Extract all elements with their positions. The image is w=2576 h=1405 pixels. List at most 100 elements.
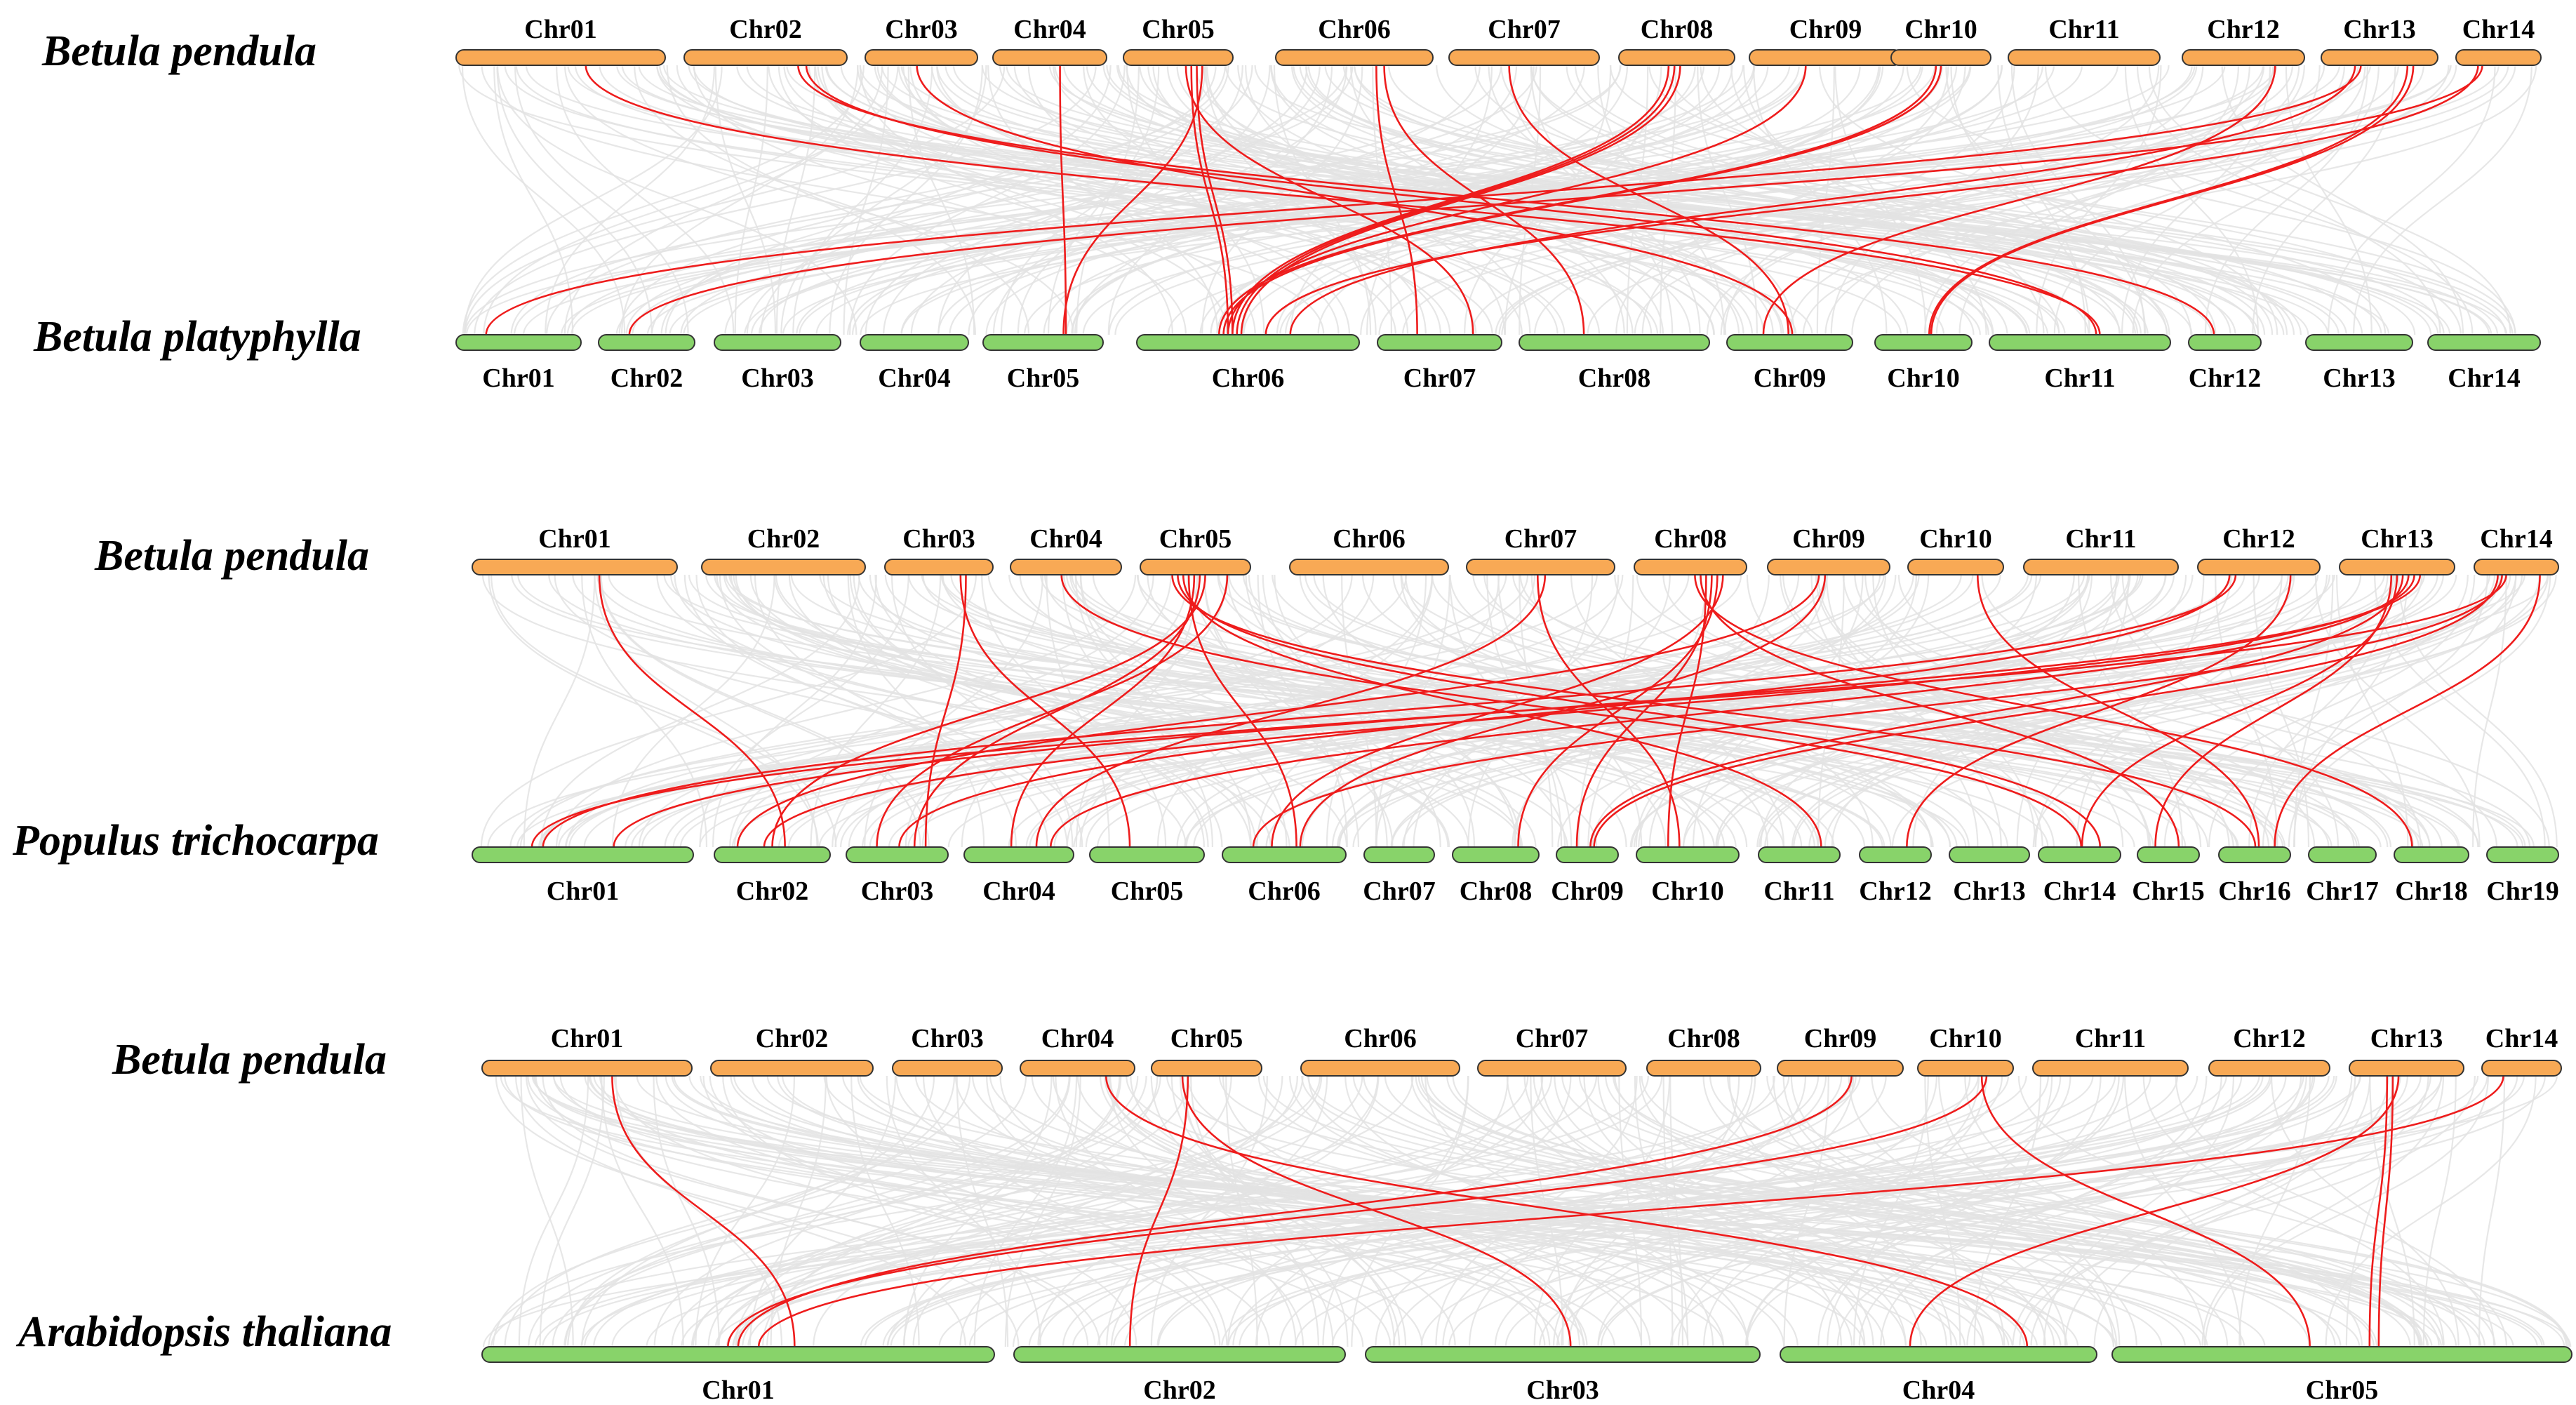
background-link — [565, 574, 1529, 848]
bottom-chromosome-label: Chr19 — [2486, 877, 2558, 906]
background-link — [825, 1075, 1221, 1347]
background-link — [1190, 1075, 1319, 1347]
top-chromosome-chr14 — [2455, 49, 2542, 66]
background-link — [987, 65, 1219, 335]
background-link — [2017, 1075, 2508, 1347]
background-link — [634, 65, 1030, 335]
background-link — [620, 65, 859, 335]
bottom-species-label: Betula platyphylla — [33, 313, 361, 361]
background-link — [959, 1075, 1379, 1347]
top-chromosome-label: Chr14 — [2480, 524, 2552, 554]
top-chromosome-chr03 — [865, 49, 978, 66]
syntenic-link — [611, 1075, 796, 1347]
background-link — [2163, 574, 2476, 848]
background-link — [1648, 65, 2462, 335]
top-chromosome-chr06 — [1300, 1060, 1460, 1077]
background-link — [1037, 1075, 1380, 1347]
background-link — [1561, 1075, 2420, 1347]
background-link — [2201, 1075, 2445, 1347]
background-link — [492, 1075, 1027, 1347]
top-chromosome-chr13 — [2349, 1060, 2464, 1077]
background-link — [839, 574, 1881, 848]
top-chromosome-label: Chr05 — [1159, 524, 1232, 554]
background-link — [2109, 574, 2340, 848]
syntenic-link — [585, 65, 2101, 335]
background-link — [1937, 1075, 2121, 1347]
top-chromosomes: Chr01 Chr02 Chr03 Chr04 Chr05 Chr06 Chr07 Chr08… — [472, 524, 2559, 575]
bottom-chromosome-label: Chr01 — [702, 1376, 774, 1405]
syntenic-link — [2368, 1075, 2389, 1347]
syntenic-link — [1190, 65, 1229, 335]
syntenic-link — [598, 574, 786, 848]
bottom-chromosome-chr09 — [1556, 846, 1619, 863]
background-link — [1307, 1075, 1853, 1347]
background-link — [936, 65, 1523, 335]
syntenic-link — [1264, 65, 2479, 335]
bottom-chromosome-label: Chr11 — [1763, 877, 1834, 906]
background-link — [792, 65, 933, 335]
background-link — [2288, 574, 2551, 848]
top-chromosome-chr08 — [1634, 559, 1747, 575]
bottom-chromosome-chr02 — [598, 334, 695, 351]
top-chromosome-chr09 — [1767, 559, 1890, 575]
background-link — [1017, 65, 1271, 335]
syntenic-link — [1182, 574, 1822, 848]
background-link — [556, 65, 735, 335]
top-chromosome-label: Chr06 — [1333, 524, 1405, 554]
background-link — [714, 1075, 2479, 1347]
background-link — [1790, 1075, 2137, 1347]
bottom-chromosome-label: Chr12 — [2189, 364, 2261, 393]
background-link — [480, 574, 977, 848]
background-link — [1352, 1075, 2311, 1347]
bottom-chromosome-label: Chr14 — [2448, 364, 2520, 393]
background-link — [1083, 65, 1427, 335]
background-link — [1662, 1075, 1674, 1347]
syntenic-link — [1196, 65, 1234, 335]
syntenic-link — [1694, 574, 2413, 848]
bottom-chromosome-chr04 — [963, 846, 1074, 863]
top-chromosome-label: Chr02 — [747, 524, 820, 554]
background-link — [1552, 1075, 1855, 1347]
top-chromosome-chr07 — [1466, 559, 1615, 575]
top-chromosome-label: Chr04 — [1029, 524, 1102, 554]
background-link — [937, 65, 1243, 335]
top-chromosomes: Chr01 Chr02 Chr03 Chr04 Chr05 Chr06 Chr07 Chr08… — [455, 15, 2542, 66]
background-link — [563, 65, 1074, 335]
bottom-chromosome-chr10 — [1636, 846, 1740, 863]
highlight-links — [611, 1075, 2504, 1347]
background-link — [463, 65, 723, 335]
background-link — [646, 1075, 2271, 1347]
background-link — [1420, 1075, 2287, 1347]
background-link — [1136, 574, 2360, 848]
background-link — [2204, 1075, 2489, 1347]
background-link — [1076, 1075, 1725, 1347]
background-link — [1817, 1075, 2102, 1347]
bottom-chromosome-chr08 — [1519, 334, 1710, 351]
background-link — [1574, 65, 2288, 335]
background-link — [938, 1075, 2443, 1347]
top-chromosome-chr06 — [1275, 49, 1434, 66]
top-chromosome-label: Chr05 — [1170, 1024, 1243, 1053]
background-link — [775, 574, 1537, 848]
bottom-chromosomes: Chr01 Chr02 Chr03 Chr04 Chr05 Chr06 Chr07 Chr08… — [472, 846, 2559, 906]
background-link — [2132, 65, 2380, 335]
background-link — [1964, 1075, 2205, 1347]
bottom-chromosome-chr11 — [1758, 846, 1841, 863]
background-link — [504, 65, 1902, 335]
background-link — [1981, 574, 2550, 848]
top-chromosome-chr04 — [1020, 1060, 1135, 1077]
bottom-chromosome-label: Chr01 — [547, 877, 619, 906]
syntenic-link — [1177, 574, 2102, 848]
bottom-chromosome-chr18 — [2394, 846, 2469, 863]
bottom-chromosomes: Chr01 Chr02 Chr03 Chr04 Chr05 Chr06 Chr07 Chr08… — [455, 334, 2541, 393]
background-link — [523, 65, 2452, 335]
syntenic-link — [797, 65, 2215, 335]
background-link — [1113, 1075, 2361, 1347]
syntenic-link — [1536, 574, 1681, 848]
bottom-chromosome-label: Chr15 — [2132, 877, 2204, 906]
syntenic-link — [1667, 574, 1707, 848]
top-chromosome-chr13 — [2339, 559, 2455, 575]
background-link — [1013, 65, 1727, 335]
top-chromosome-label: Chr12 — [2233, 1024, 2305, 1053]
background-link — [733, 1075, 2245, 1347]
